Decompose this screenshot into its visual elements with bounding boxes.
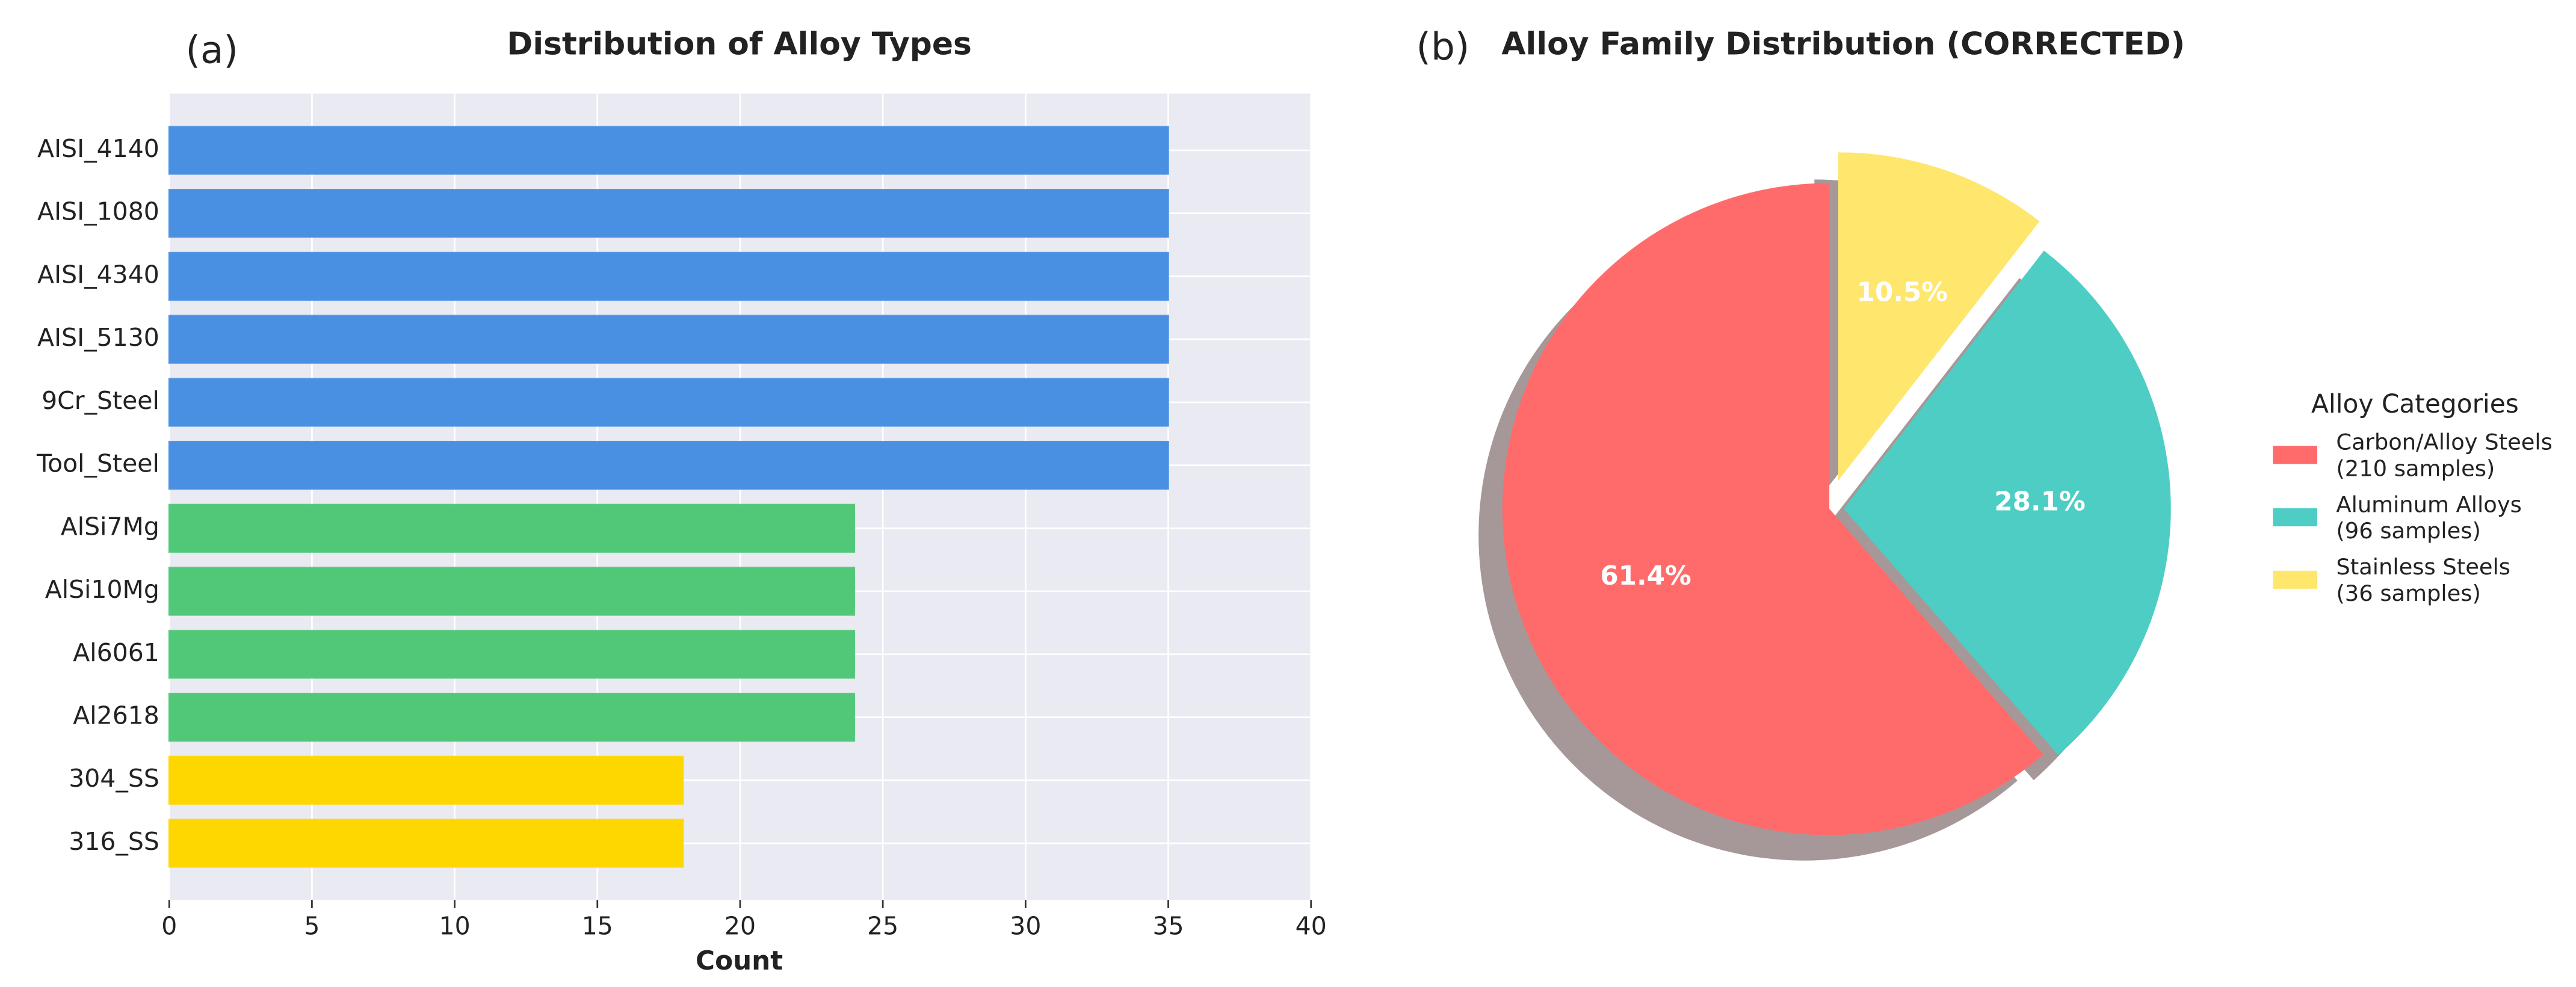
legend-label: (210 samples) — [2336, 455, 2495, 481]
y-tick-label: AISI_4340 — [37, 260, 159, 289]
y-tick-label: AlSi10Mg — [45, 575, 159, 604]
chart-title: Alloy Family Distribution (CORRECTED) — [1501, 26, 2185, 63]
bar — [168, 251, 1169, 301]
y-tick-label: 9Cr_Steel — [42, 386, 159, 415]
legend-swatch — [2273, 446, 2317, 464]
wedge-label: 28.1% — [1994, 487, 2086, 517]
y-tick-label: AISI_5130 — [37, 323, 159, 352]
legend-label: (36 samples) — [2336, 580, 2481, 606]
y-tick-label: 304_SS — [69, 764, 159, 793]
bar — [168, 440, 1169, 490]
wedge-label: 61.4% — [1600, 561, 1691, 591]
y-tick-label: Al6061 — [73, 638, 159, 667]
bar — [168, 315, 1169, 364]
x-tick-label: 40 — [1296, 912, 1327, 941]
legend-label: (96 samples) — [2336, 518, 2481, 544]
bar — [168, 630, 856, 679]
legend-label: Aluminum Alloys — [2336, 491, 2521, 517]
legend-swatch — [2273, 570, 2317, 589]
x-axis-label: Count — [696, 945, 783, 976]
legend-label: Stainless Steels — [2336, 554, 2510, 580]
x-tick-label: 10 — [439, 912, 471, 941]
x-tick-label: 15 — [582, 912, 613, 941]
x-tick-label: 30 — [1010, 912, 1041, 941]
wedge — [1844, 250, 2171, 755]
bar — [168, 503, 856, 553]
wedge — [1502, 183, 2043, 835]
x-tick-label: 20 — [724, 912, 756, 941]
panel-label: (b) — [1416, 25, 1469, 69]
y-tick-label: Tool_Steel — [36, 449, 159, 478]
bar — [168, 755, 684, 805]
legend-label: Carbon/Alloy Steels — [2336, 429, 2552, 455]
bar — [168, 189, 1169, 238]
bar — [168, 567, 856, 616]
y-tick-label: AISI_4140 — [37, 134, 159, 163]
wedge-label: 10.5% — [1857, 277, 1948, 307]
bar — [168, 692, 856, 742]
x-tick-label: 35 — [1152, 912, 1184, 941]
panel-label: (a) — [186, 28, 238, 72]
legend-swatch — [2273, 508, 2317, 527]
bar — [168, 819, 684, 868]
bar — [168, 126, 1169, 175]
legend-title: Alloy Categories — [2311, 389, 2519, 419]
x-tick-label: 0 — [161, 912, 177, 941]
y-tick-label: 316_SS — [69, 827, 159, 856]
chart-title: Distribution of Alloy Types — [507, 26, 972, 63]
y-tick-label: AISI_1080 — [37, 197, 159, 226]
y-tick-label: Al2618 — [73, 701, 159, 730]
wedge — [1838, 152, 2040, 481]
x-tick-label: 25 — [867, 912, 898, 941]
x-tick-label: 5 — [304, 912, 320, 941]
y-tick-label: AlSi7Mg — [61, 512, 159, 541]
bar — [168, 378, 1169, 427]
